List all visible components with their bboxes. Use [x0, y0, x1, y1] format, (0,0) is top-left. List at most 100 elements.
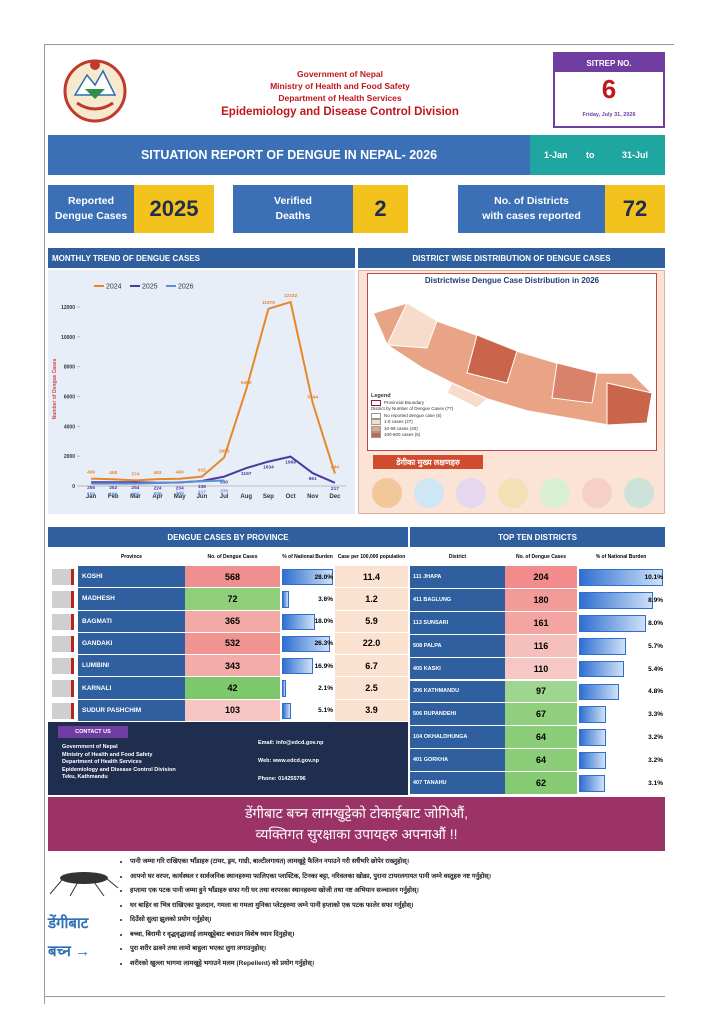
- burden-bar: [282, 658, 313, 675]
- symptom-icons: [372, 478, 654, 508]
- summary-label-line: Dengue Cases: [54, 210, 128, 222]
- contact-phone: Phone: 014255796: [258, 776, 306, 782]
- tip: घर बाहिर वा भित्र राखिएका फूलदान, गमला व…: [130, 900, 663, 913]
- data-label: 255: [87, 485, 95, 491]
- legend-label: 2024: [106, 284, 122, 291]
- summary-label-line: Reported: [67, 195, 115, 207]
- x-tick-label: Jul: [220, 494, 229, 500]
- burden-label: 3.3%: [648, 711, 663, 719]
- symptoms-title: डेंगीका मुख्य लक्षणहरु: [373, 455, 483, 469]
- map-panel: Districtwise Dengue Case Distribution in…: [358, 270, 665, 514]
- province-icon: [52, 702, 74, 719]
- x-tick-label: Aug: [240, 494, 252, 500]
- y-tick-label: 10000: [61, 335, 75, 341]
- summary-value: 2: [353, 185, 408, 233]
- summary-label: Verified Deaths: [233, 185, 353, 233]
- data-label: 249: [176, 490, 184, 496]
- burden-bar: [579, 614, 646, 632]
- district-cases: 97: [505, 680, 577, 704]
- legend-swatch: [371, 419, 381, 426]
- section-title: MONTHLY TREND OF DENGUE CASES: [48, 248, 355, 268]
- x-tick-label: Dec: [329, 494, 341, 500]
- header-division: Epidemiology and Disease Control Divisio…: [221, 106, 459, 118]
- province-cases: 42: [185, 677, 280, 700]
- burden-label: 5.1%: [318, 707, 333, 715]
- section-title: TOP TEN DISTRICTS: [410, 527, 665, 547]
- province-cases: 343: [185, 655, 280, 678]
- contact-line: Ministry of Health and Food Safety: [62, 751, 153, 758]
- province-icon: [52, 613, 74, 630]
- burden-bar: [579, 591, 654, 609]
- burden-label: 16.9%: [314, 662, 333, 670]
- tip: पुरा शरीर ढाक्ने तथा लामो बाहुला भएका लु…: [130, 943, 663, 956]
- y-tick-label: 8000: [64, 365, 75, 371]
- summary-card: Verified Deaths 2: [233, 185, 408, 233]
- contact-lines: Government of Nepal Ministry of Health an…: [62, 744, 176, 782]
- province-name: GANDAKI: [78, 632, 185, 656]
- data-label: 1969: [285, 460, 296, 466]
- district: [551, 362, 598, 404]
- burden-bar: [579, 706, 607, 724]
- legend-text: No reported dengue case (5): [384, 412, 442, 418]
- district-cases: 161: [505, 611, 577, 635]
- column-header: % of National Burden: [595, 554, 647, 560]
- data-label: 1197: [241, 471, 252, 477]
- burden-bar: [579, 683, 619, 701]
- data-label: 499: [87, 470, 95, 476]
- district-cases: 180: [505, 588, 577, 612]
- legend-text: 100-600 cases (5): [384, 432, 421, 437]
- data-label: 317: [198, 489, 206, 495]
- frame-left: [44, 44, 45, 1004]
- data-label: 1634: [263, 465, 274, 471]
- burden-label: 3.2%: [648, 757, 663, 765]
- x-tick-label: Apr: [152, 494, 163, 500]
- column-header: District: [448, 554, 467, 560]
- data-label: 254: [131, 485, 139, 491]
- date-until: 31-Jul: [622, 150, 649, 160]
- burden-bar: [579, 569, 663, 586]
- district-cases: 116: [505, 634, 577, 658]
- district-cases: 204: [505, 566, 577, 589]
- contact-email: Email: info@edcd.gov.np: [258, 740, 324, 746]
- date-from: 1-Jan: [544, 150, 568, 160]
- burden-label: 2.1%: [318, 685, 333, 693]
- district-cases: 67: [505, 703, 577, 727]
- banner-line: डेंगीबाट बच्न लामखुट्टेको टोकाईबाट जोगिऔ…: [244, 805, 469, 821]
- x-tick-label: Mar: [130, 494, 141, 500]
- district: [466, 334, 518, 384]
- districts-table: District No. of Dengue Cases % of National…: [410, 548, 665, 795]
- per-100k: 5.9: [335, 610, 408, 633]
- x-tick-label: Oct: [286, 494, 296, 500]
- summary-label-line: Verified: [274, 195, 312, 207]
- data-label: 844: [331, 464, 339, 470]
- province-name: KARNALI: [78, 677, 185, 700]
- contact-channels: Email: info@edcd.gov.np Web: www.edcd.go…: [258, 734, 323, 788]
- burden-bar: [579, 637, 627, 655]
- data-label: 374: [131, 471, 139, 477]
- burden-bar: [282, 702, 292, 719]
- y-axis-title: Number of Dengue Cases: [52, 358, 58, 419]
- district-name: 306 KATHMANDU: [410, 680, 505, 704]
- contact-title: CONTACT US: [58, 726, 128, 738]
- burden-label: 28.0%: [314, 573, 333, 581]
- district-cases: 64: [505, 726, 577, 750]
- legend-title: Legend: [371, 393, 391, 399]
- province-icon: [52, 635, 74, 653]
- province-cases: 103: [185, 699, 280, 722]
- province-cases: 568: [185, 566, 280, 589]
- y-tick-label: 2000: [64, 454, 75, 460]
- burden-label: 18.0%: [314, 618, 333, 626]
- data-label: 11875: [262, 300, 275, 306]
- column-header: % of National Burden: [282, 554, 333, 560]
- legend-text: 1-9 cases (27): [384, 419, 413, 424]
- burden-label: 3.2%: [648, 734, 663, 742]
- burden-bar: [282, 680, 286, 697]
- legend-item: 10-99 cases (40): [371, 426, 481, 433]
- district-cases: 62: [505, 772, 577, 795]
- x-tick-label: Sep: [263, 494, 274, 500]
- date-range: 1-Jan to 31-Jul: [530, 135, 665, 175]
- district-name: 407 TANAHU: [410, 772, 505, 795]
- burden-bar: [282, 635, 330, 653]
